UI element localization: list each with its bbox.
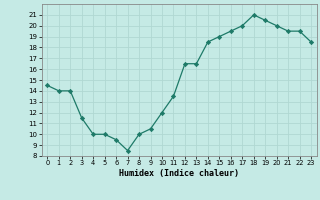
X-axis label: Humidex (Indice chaleur): Humidex (Indice chaleur) <box>119 169 239 178</box>
